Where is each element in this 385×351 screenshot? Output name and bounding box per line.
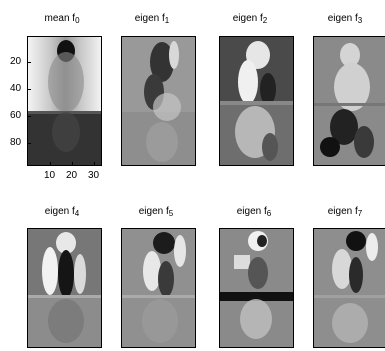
panel-title-eigen-f4: eigen f4 [44,206,80,218]
mean-f0-image [27,36,102,166]
x-tick-mark-30 [94,162,95,166]
eigen-f1-image [121,36,196,166]
panel-title-eigen-f1: eigen f1 [134,13,170,25]
x-tick-label-10: 10 [44,170,56,181]
mean-f0-graphic [28,37,101,165]
eigen-f3-image [313,36,385,166]
eigen-f6-graphic [220,229,293,347]
panel-title-eigen-f7: eigen f7 [327,206,363,218]
eigen-f7-graphic [314,229,385,347]
x-tick-label-20: 20 [66,170,78,181]
x-tick-mark-20 [72,162,73,166]
eigen-f3-graphic [314,37,385,165]
eigen-f5-graphic [122,229,195,347]
y-tick-mark-60 [27,116,31,117]
eigen-f2-graphic [220,37,293,165]
panel-title-eigen-f3: eigen f3 [327,13,363,25]
eigen-f7-image [313,228,385,348]
eigen-f2-image [219,36,294,166]
x-tick-label-30: 30 [88,170,100,181]
panel-title-eigen-f6: eigen f6 [236,206,272,218]
eigen-f4-image [27,228,102,348]
y-tick-mark-40 [27,89,31,90]
eigen-f5-image [121,228,196,348]
eigen-f6-image [219,228,294,348]
eigen-f4-graphic [28,229,101,347]
x-tick-mark-10 [50,162,51,166]
y-tick-mark-80 [27,143,31,144]
y-tick-label-80: 80 [10,137,22,148]
y-tick-mark-20 [27,62,31,63]
y-tick-label-20: 20 [10,56,22,67]
panel-title-mean-f0: mean f0 [44,13,80,25]
panel-title-eigen-f2: eigen f2 [232,13,268,25]
y-tick-label-60: 60 [10,110,22,121]
eigen-f1-graphic [122,37,195,165]
y-tick-label-40: 40 [10,83,22,94]
panel-title-eigen-f5: eigen f5 [138,206,174,218]
